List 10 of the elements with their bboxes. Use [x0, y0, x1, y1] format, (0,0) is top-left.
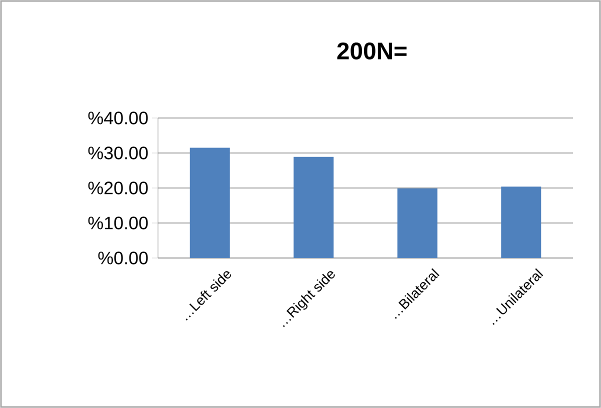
chart-title: 200N=: [337, 42, 407, 60]
bar: [294, 156, 334, 258]
y-tick-label: %10.00: [88, 216, 148, 230]
y-tick-label: %0.00: [98, 252, 148, 264]
bar: [397, 188, 438, 258]
y-tick-label: %40.00: [88, 112, 148, 124]
y-tick-label: %30.00: [88, 146, 148, 160]
bar: [190, 148, 230, 258]
bar: [501, 186, 542, 258]
y-tick-label: %20.00: [88, 182, 148, 194]
